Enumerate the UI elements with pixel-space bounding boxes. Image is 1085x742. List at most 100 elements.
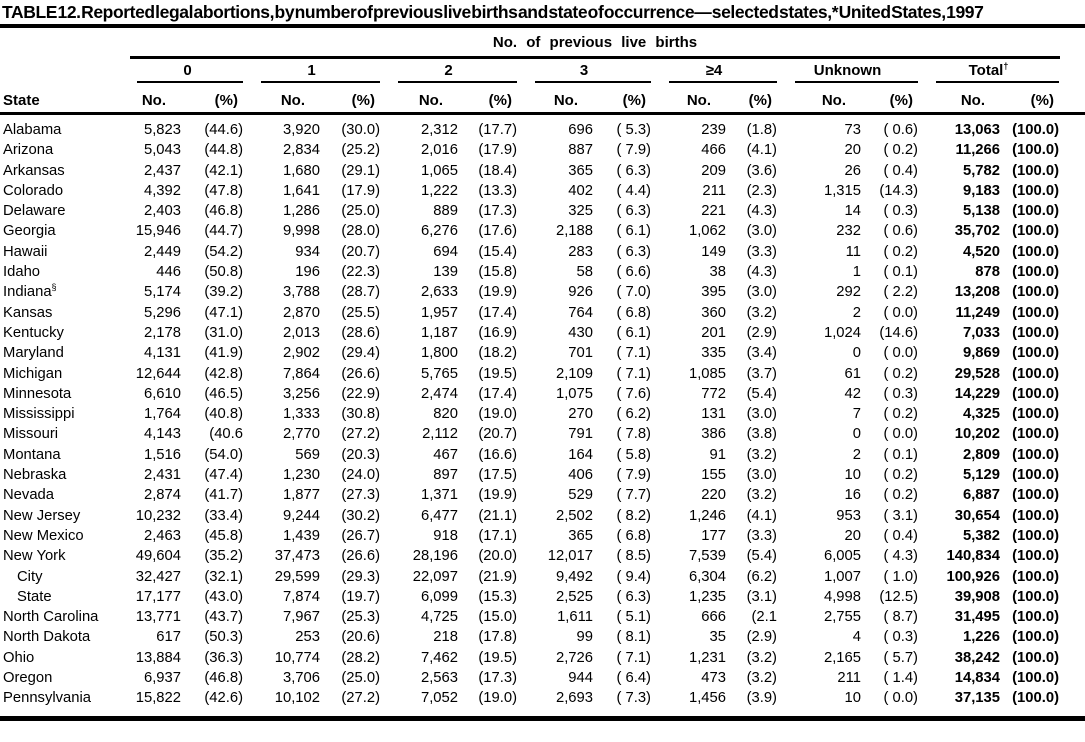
cell-births0-no: 2,463 — [143, 527, 181, 544]
cell-births0-pct: (36.3) — [204, 649, 243, 666]
cell-births-ge4-pct: (6.2) — [746, 568, 777, 585]
cell-births-ge4-pct: (2.1 — [751, 609, 778, 626]
cell-births2-no: 218 — [433, 629, 458, 646]
cell-births1-no: 9,244 — [282, 507, 320, 524]
cell-births2-no: 2,112 — [422, 426, 458, 443]
table-row: Alabama 5,823 (44.6) 3,920 (30.0) 2,312 … — [0, 120, 1085, 140]
cell-total-no: 29,528 — [954, 365, 1000, 382]
table-row: Indiana§ 5,174 (39.2) 3,788 (28.7) 2,633… — [0, 282, 1085, 302]
cell-total-no: 7,033 — [962, 324, 1000, 341]
cell-births3-pct: ( 7.8) — [616, 426, 651, 443]
cell-total-no: 5,129 — [962, 467, 1000, 484]
cell-total-no: 6,887 — [962, 487, 1000, 504]
cell-total-no: 11,266 — [955, 142, 1000, 159]
cell-births3-no: 58 — [576, 264, 593, 281]
cell-unknown-no: 73 — [844, 122, 861, 138]
cell-births1-no: 1,877 — [282, 487, 320, 504]
cell-births3-no: 365 — [568, 527, 593, 544]
cell-births3-pct: ( 8.2) — [616, 507, 651, 524]
cell-unknown-no: 16 — [844, 487, 861, 504]
spanner-rule — [130, 56, 1060, 59]
cell-unknown-pct: (12.5) — [879, 588, 918, 605]
cell-births3-no: 2,109 — [555, 365, 593, 382]
table-row: Colorado 4,392 (47.8) 1,641 (17.9) 1,222… — [0, 181, 1085, 201]
cell-total-no: 14,834 — [954, 670, 1000, 687]
cell-births2-no: 2,312 — [420, 122, 458, 138]
subheader-pct: (%) — [622, 92, 646, 109]
subheader-pct: (%) — [488, 92, 512, 109]
state-name: Kentucky — [0, 323, 132, 343]
cell-unknown-no: 61 — [844, 365, 861, 382]
cell-births3-pct: ( 8.5) — [616, 548, 651, 565]
cell-births3-pct: ( 5.8) — [616, 446, 651, 463]
cell-total-no: 5,138 — [962, 203, 1000, 220]
cell-births-ge4-pct: (3.3) — [746, 243, 777, 260]
cell-births-ge4-no: 209 — [701, 162, 726, 179]
cell-births-ge4-no: 335 — [701, 345, 726, 362]
cell-births1-no: 1,230 — [282, 467, 320, 484]
cell-total-no: 1,226 — [962, 629, 1000, 646]
cell-births0-pct: (42.8) — [204, 365, 243, 382]
cell-births0-no: 4,392 — [143, 182, 181, 199]
cell-births0-no: 2,874 — [143, 487, 181, 504]
state-label: Kansas — [3, 304, 53, 321]
column-group-label: 1 — [307, 62, 316, 79]
cell-unknown-no: 2,755 — [823, 609, 861, 626]
cell-births1-pct: (26.7) — [341, 527, 380, 544]
cell-unknown-no: 26 — [844, 162, 861, 179]
cell-births0-no: 15,822 — [135, 690, 181, 707]
state-name: Missouri — [0, 424, 132, 444]
state-label: Arizona — [3, 142, 54, 159]
cell-births-ge4-pct: (4.1) — [746, 507, 777, 524]
spanner-label: No. of previous live births — [492, 34, 698, 51]
cell-total-pct: (100.0) — [1012, 243, 1059, 260]
cell-births1-no: 1,286 — [282, 203, 320, 220]
cell-births1-no: 37,473 — [274, 548, 320, 565]
cell-births2-pct: (17.4) — [478, 385, 517, 402]
cell-births1-pct: (25.3) — [341, 609, 380, 626]
cell-births3-pct: ( 7.0) — [616, 284, 651, 301]
cell-births1-pct: (22.9) — [341, 385, 380, 402]
cell-births-ge4-no: 201 — [701, 324, 726, 341]
column-group-label: 3 — [579, 62, 589, 79]
cell-unknown-pct: ( 0.6) — [883, 122, 918, 138]
state-name: Nebraska — [0, 465, 132, 485]
cell-unknown-pct: (14.3) — [879, 182, 918, 199]
cell-births2-pct: (17.3) — [478, 203, 517, 220]
cell-births3-no: 2,525 — [555, 588, 593, 605]
cell-births0-no: 15,946 — [135, 223, 181, 240]
cell-births0-pct: (35.2) — [204, 548, 243, 565]
cell-births1-pct: (30.8) — [341, 406, 380, 423]
cell-births1-pct: (29.3) — [341, 568, 380, 585]
state-name: New York — [0, 546, 132, 566]
cell-births0-no: 2,403 — [143, 203, 181, 220]
cell-births1-pct: (26.6) — [341, 365, 380, 382]
cell-unknown-no: 6,005 — [823, 548, 861, 565]
cell-births-ge4-pct: (3.3) — [746, 527, 777, 544]
cell-births-ge4-no: 1,246 — [688, 507, 726, 524]
cell-births-ge4-pct: (3.7) — [746, 365, 777, 382]
cell-births1-no: 29,599 — [274, 568, 320, 585]
cell-births2-pct: (17.8) — [478, 629, 517, 646]
cell-births0-pct: (42.1) — [204, 162, 243, 179]
cell-births3-pct: ( 6.6) — [616, 264, 651, 281]
cell-births1-no: 9,998 — [282, 223, 320, 240]
cell-births1-pct: (20.6) — [341, 629, 380, 646]
cell-total-pct: (100.0) — [1012, 162, 1059, 179]
cell-births2-pct: (19.5) — [478, 649, 517, 666]
cell-unknown-no: 232 — [836, 223, 861, 240]
cell-unknown-no: 211 — [837, 670, 861, 687]
cell-births1-pct: (25.0) — [341, 203, 380, 220]
table-row: Mississippi 1,764 (40.8) 1,333 (30.8) 82… — [0, 404, 1085, 424]
cell-births2-pct: (18.2) — [478, 345, 517, 362]
state-label: Pennsylvania — [3, 690, 92, 707]
cell-births-ge4-pct: (3.2) — [746, 487, 777, 504]
cell-births3-pct: ( 5.1) — [616, 609, 651, 626]
cell-births0-no: 5,174 — [143, 284, 181, 301]
cell-unknown-pct: ( 0.4) — [883, 527, 918, 544]
state-name: Montana — [0, 445, 132, 465]
cell-births1-no: 1,680 — [282, 162, 320, 179]
cell-births3-no: 764 — [568, 304, 593, 321]
state-name: Idaho — [0, 262, 132, 282]
column-group-label: ≥4 — [705, 62, 723, 79]
